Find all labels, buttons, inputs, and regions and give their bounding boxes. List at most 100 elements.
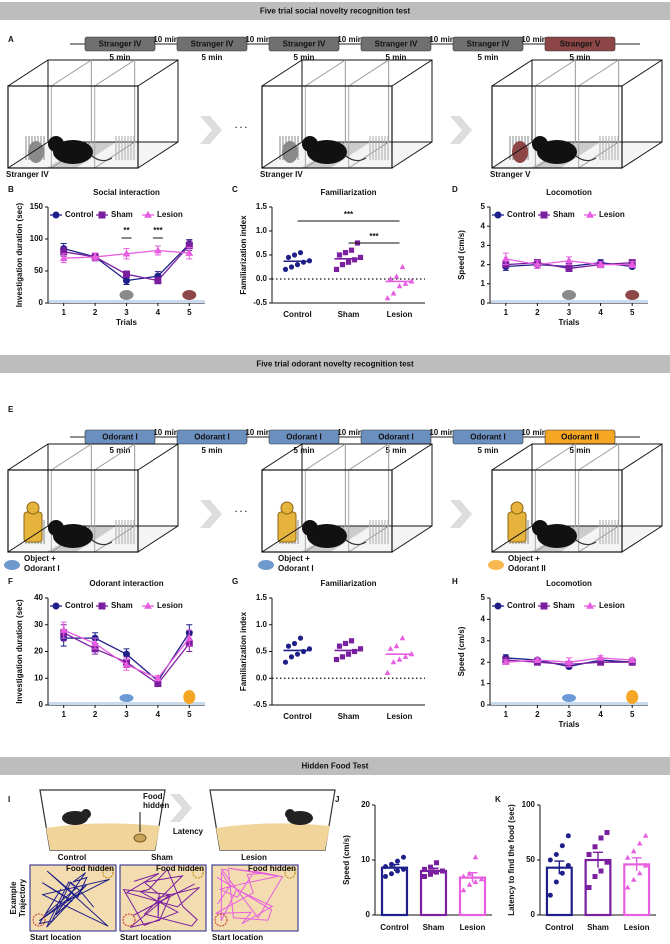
cage-edge xyxy=(261,443,303,471)
data-point xyxy=(60,248,68,256)
data-point xyxy=(291,252,298,258)
timeline-duration: 5 min xyxy=(386,53,407,62)
subject-mouse-tail xyxy=(575,155,597,162)
cage-edge xyxy=(348,59,389,87)
cage-edge xyxy=(261,59,303,87)
group-label: Control xyxy=(58,853,86,862)
legend-marker xyxy=(494,211,502,219)
cage-edge xyxy=(621,141,663,169)
section-header-bar xyxy=(0,757,670,775)
cage-edge xyxy=(621,443,663,471)
y-tick-label: 3 xyxy=(481,636,486,645)
data-point xyxy=(154,674,162,682)
legend-marker xyxy=(98,211,106,219)
data-point xyxy=(396,656,403,662)
data-point xyxy=(387,275,394,282)
cage-edge xyxy=(491,525,533,553)
data-point xyxy=(565,833,571,839)
timeline-duration: 5 min xyxy=(294,446,315,455)
odorant-icon xyxy=(562,694,576,702)
cage xyxy=(491,443,663,553)
timeline-duration: 5 min xyxy=(570,446,591,455)
cage-edge xyxy=(7,141,49,169)
subject-mouse-head xyxy=(532,136,548,152)
chevron-arrow xyxy=(450,500,472,528)
stranger-icon xyxy=(562,290,576,300)
novel-stranger-icon xyxy=(182,290,197,300)
bar xyxy=(623,863,651,917)
cage-edge xyxy=(348,443,389,471)
x-tick-label: Sham xyxy=(587,923,609,932)
data-point xyxy=(91,252,99,260)
panel-letter: I xyxy=(8,795,10,804)
data-point xyxy=(390,659,397,665)
panel-letter: A xyxy=(8,35,14,44)
x-tick-label: Control xyxy=(380,923,408,932)
panel-letter: B xyxy=(8,185,14,194)
data-point xyxy=(533,260,542,268)
x-tick-label: Sham xyxy=(423,923,445,932)
data-point xyxy=(384,669,391,675)
timeline-duration: 5 min xyxy=(202,446,223,455)
data-point xyxy=(565,863,571,868)
stranger-mouse xyxy=(28,141,44,163)
data-point xyxy=(336,252,343,258)
cage-edge xyxy=(7,59,49,87)
start-label: Start location xyxy=(212,933,263,942)
data-point xyxy=(434,869,439,875)
x-tick-label: Control xyxy=(283,712,311,721)
cage-edge xyxy=(137,59,179,87)
start-location xyxy=(122,913,136,927)
x-tick-label: 2 xyxy=(93,710,98,719)
data-point xyxy=(628,260,637,268)
ellipsis: · · · xyxy=(235,123,247,132)
object xyxy=(277,511,297,543)
cage-edge xyxy=(621,525,663,553)
legend-marker xyxy=(98,602,106,610)
data-point xyxy=(390,290,397,296)
x-tick-label: 1 xyxy=(504,308,509,317)
y-tick-label: 0.5 xyxy=(256,250,268,259)
timeline-duration: 5 min xyxy=(294,53,315,62)
data-point xyxy=(401,866,406,872)
x-tick-label: Control xyxy=(545,923,573,932)
timeline-band xyxy=(491,702,648,705)
y-tick-label: 5 xyxy=(481,202,486,211)
cage-edge xyxy=(305,443,346,471)
data-point xyxy=(642,832,649,838)
data-point xyxy=(592,874,598,879)
timeline-block xyxy=(452,429,524,445)
error-bar xyxy=(554,860,565,875)
object-head xyxy=(510,501,524,515)
data-point xyxy=(59,254,68,261)
odorant-label: Odorant I xyxy=(24,564,60,573)
cage-back xyxy=(301,443,433,527)
legend-label: Lesion xyxy=(599,601,625,610)
data-point xyxy=(357,646,364,652)
cage-back xyxy=(531,59,663,143)
data-point xyxy=(383,864,388,870)
cage-back xyxy=(47,59,179,143)
data-point xyxy=(501,658,510,665)
section-header-bar xyxy=(0,2,670,20)
timeline-block-label: Odorant I xyxy=(194,433,230,442)
data-point xyxy=(342,250,349,256)
timeline-block-label: Odorant II xyxy=(561,433,599,442)
timeline-block-label: Odorant I xyxy=(378,433,414,442)
cage xyxy=(261,59,433,169)
data-point xyxy=(387,645,394,651)
data-point xyxy=(342,640,349,647)
timeline-duration: 5 min xyxy=(110,53,131,62)
panel-letter: K xyxy=(495,795,501,804)
cage xyxy=(7,443,179,553)
y-tick-label: 2 xyxy=(481,260,486,269)
data-point xyxy=(472,879,479,884)
cage-edge xyxy=(535,443,576,471)
data-point xyxy=(300,259,307,265)
food-label: Food xyxy=(143,792,163,801)
cage-edge xyxy=(621,59,663,87)
y-axis-label: Latency to find the food (sec) xyxy=(507,804,516,916)
y-tick-label: -0.5 xyxy=(253,700,267,709)
data-point xyxy=(282,659,289,665)
